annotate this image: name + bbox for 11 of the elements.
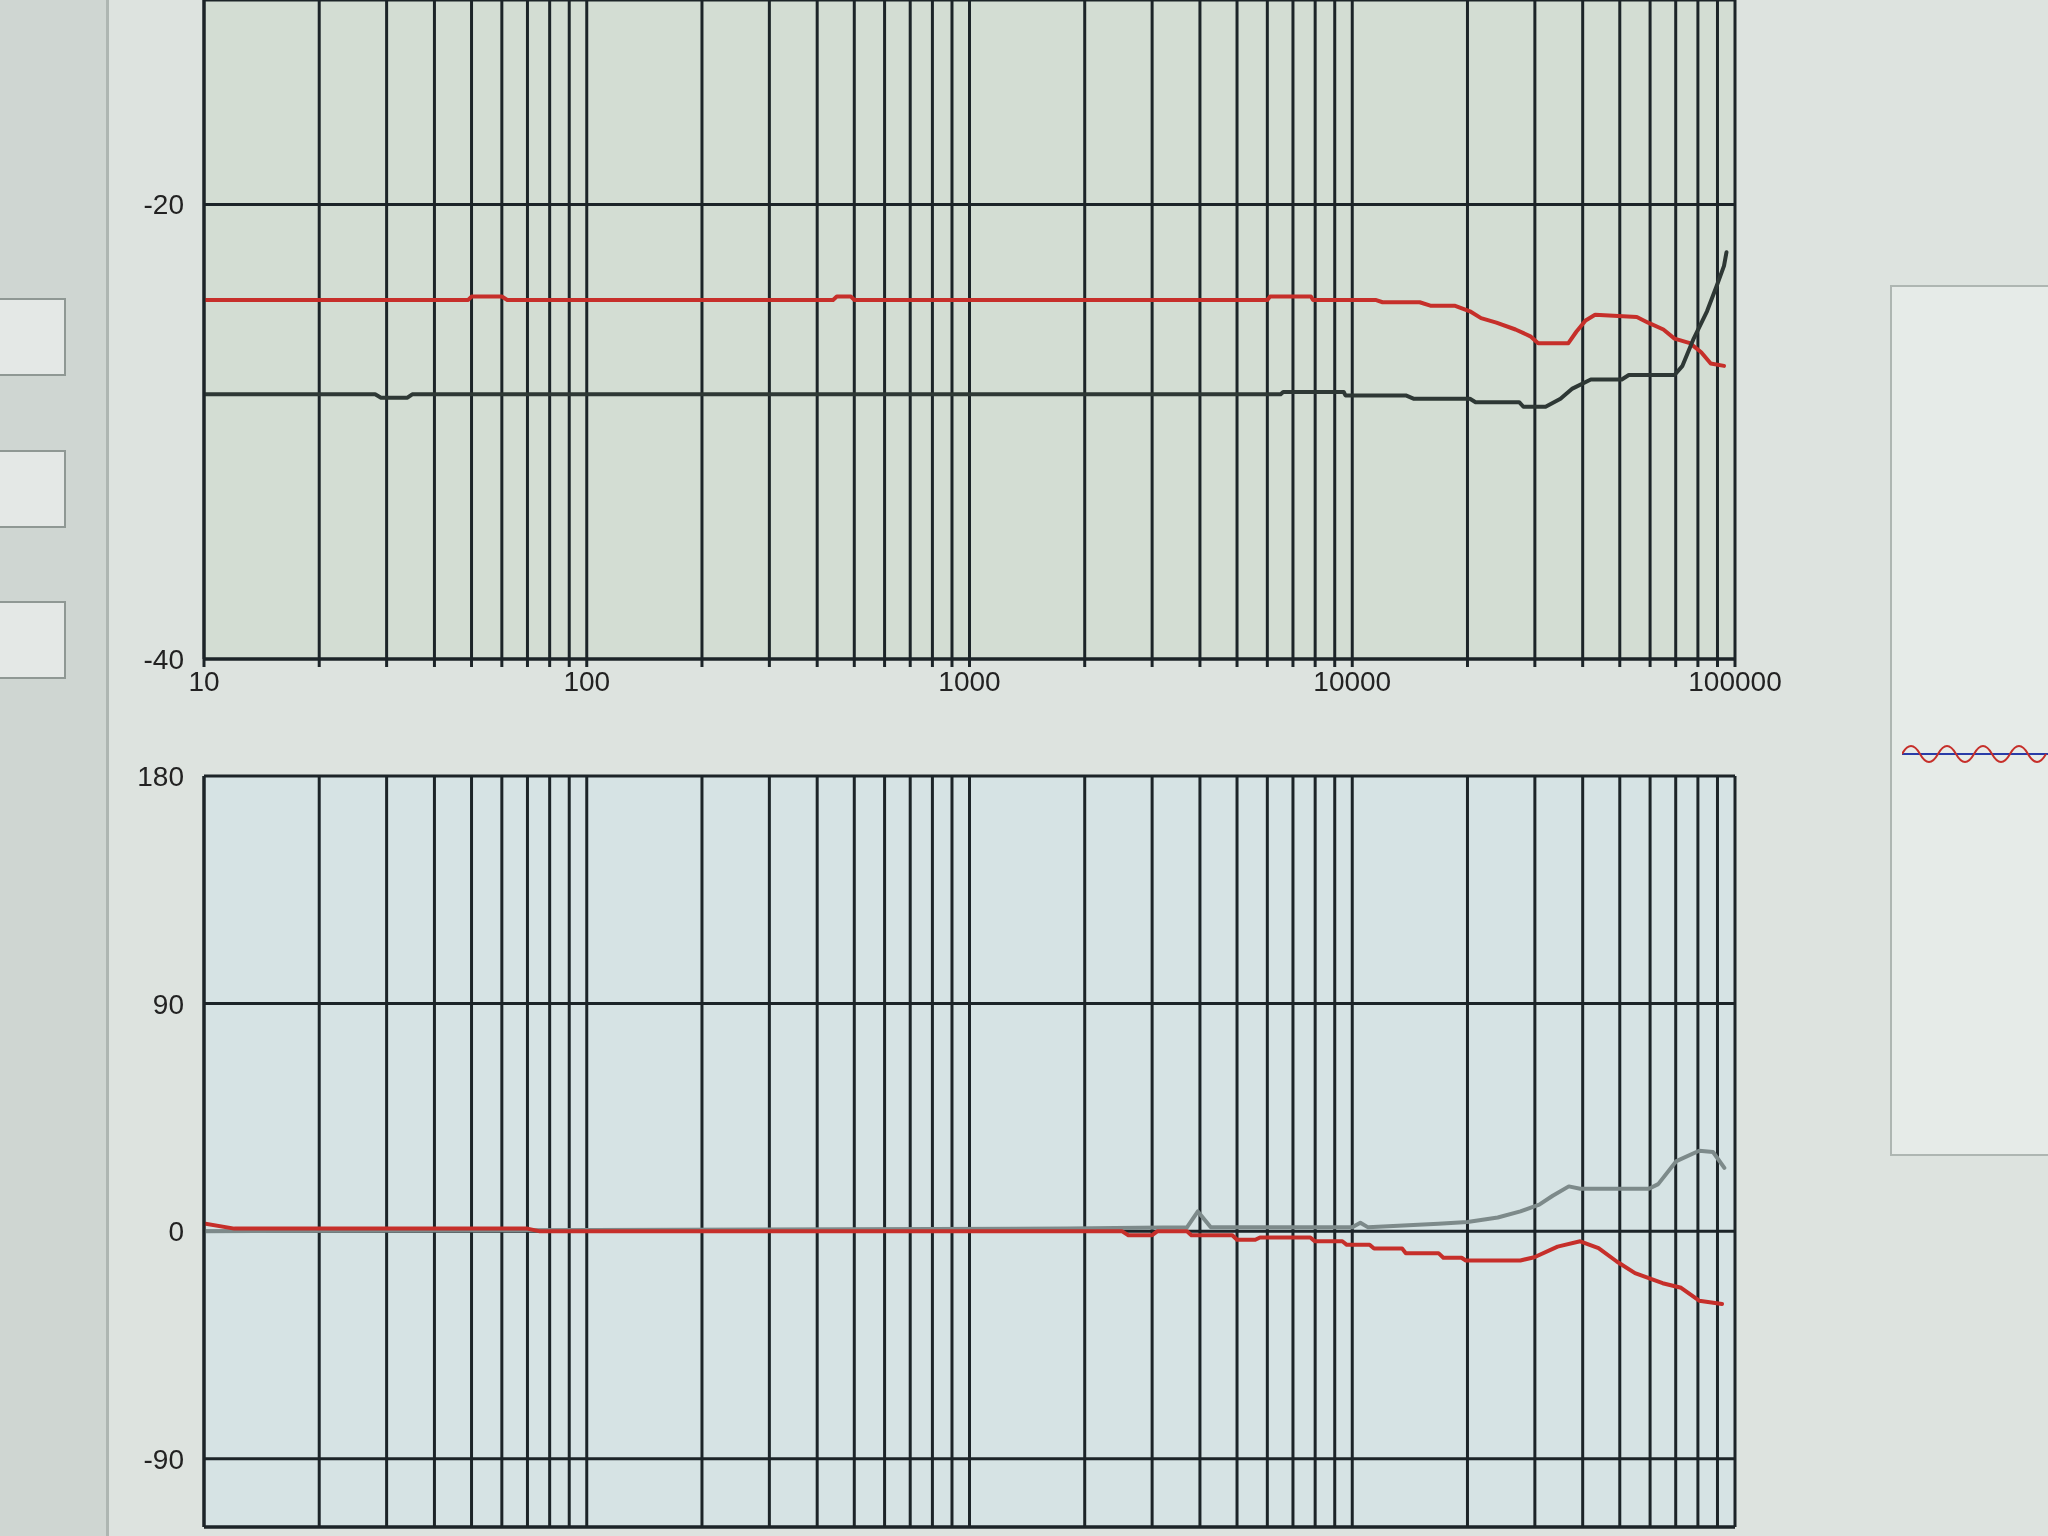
y-tick-label: 0	[168, 1216, 184, 1248]
y-tick-label: -40	[143, 643, 184, 675]
x-tick-label: 10	[188, 665, 220, 697]
y-tick-label: -20	[143, 189, 184, 221]
y-tick-label: 180	[137, 760, 184, 792]
y-tick-label: 90	[152, 988, 184, 1020]
x-tick-label: 100	[563, 665, 611, 697]
y-tick-label: -90	[143, 1443, 184, 1475]
x-tick-label: 10000	[1313, 665, 1392, 697]
x-tick-label: 100000	[1688, 665, 1782, 697]
x-tick-label: 1000	[938, 665, 1001, 697]
